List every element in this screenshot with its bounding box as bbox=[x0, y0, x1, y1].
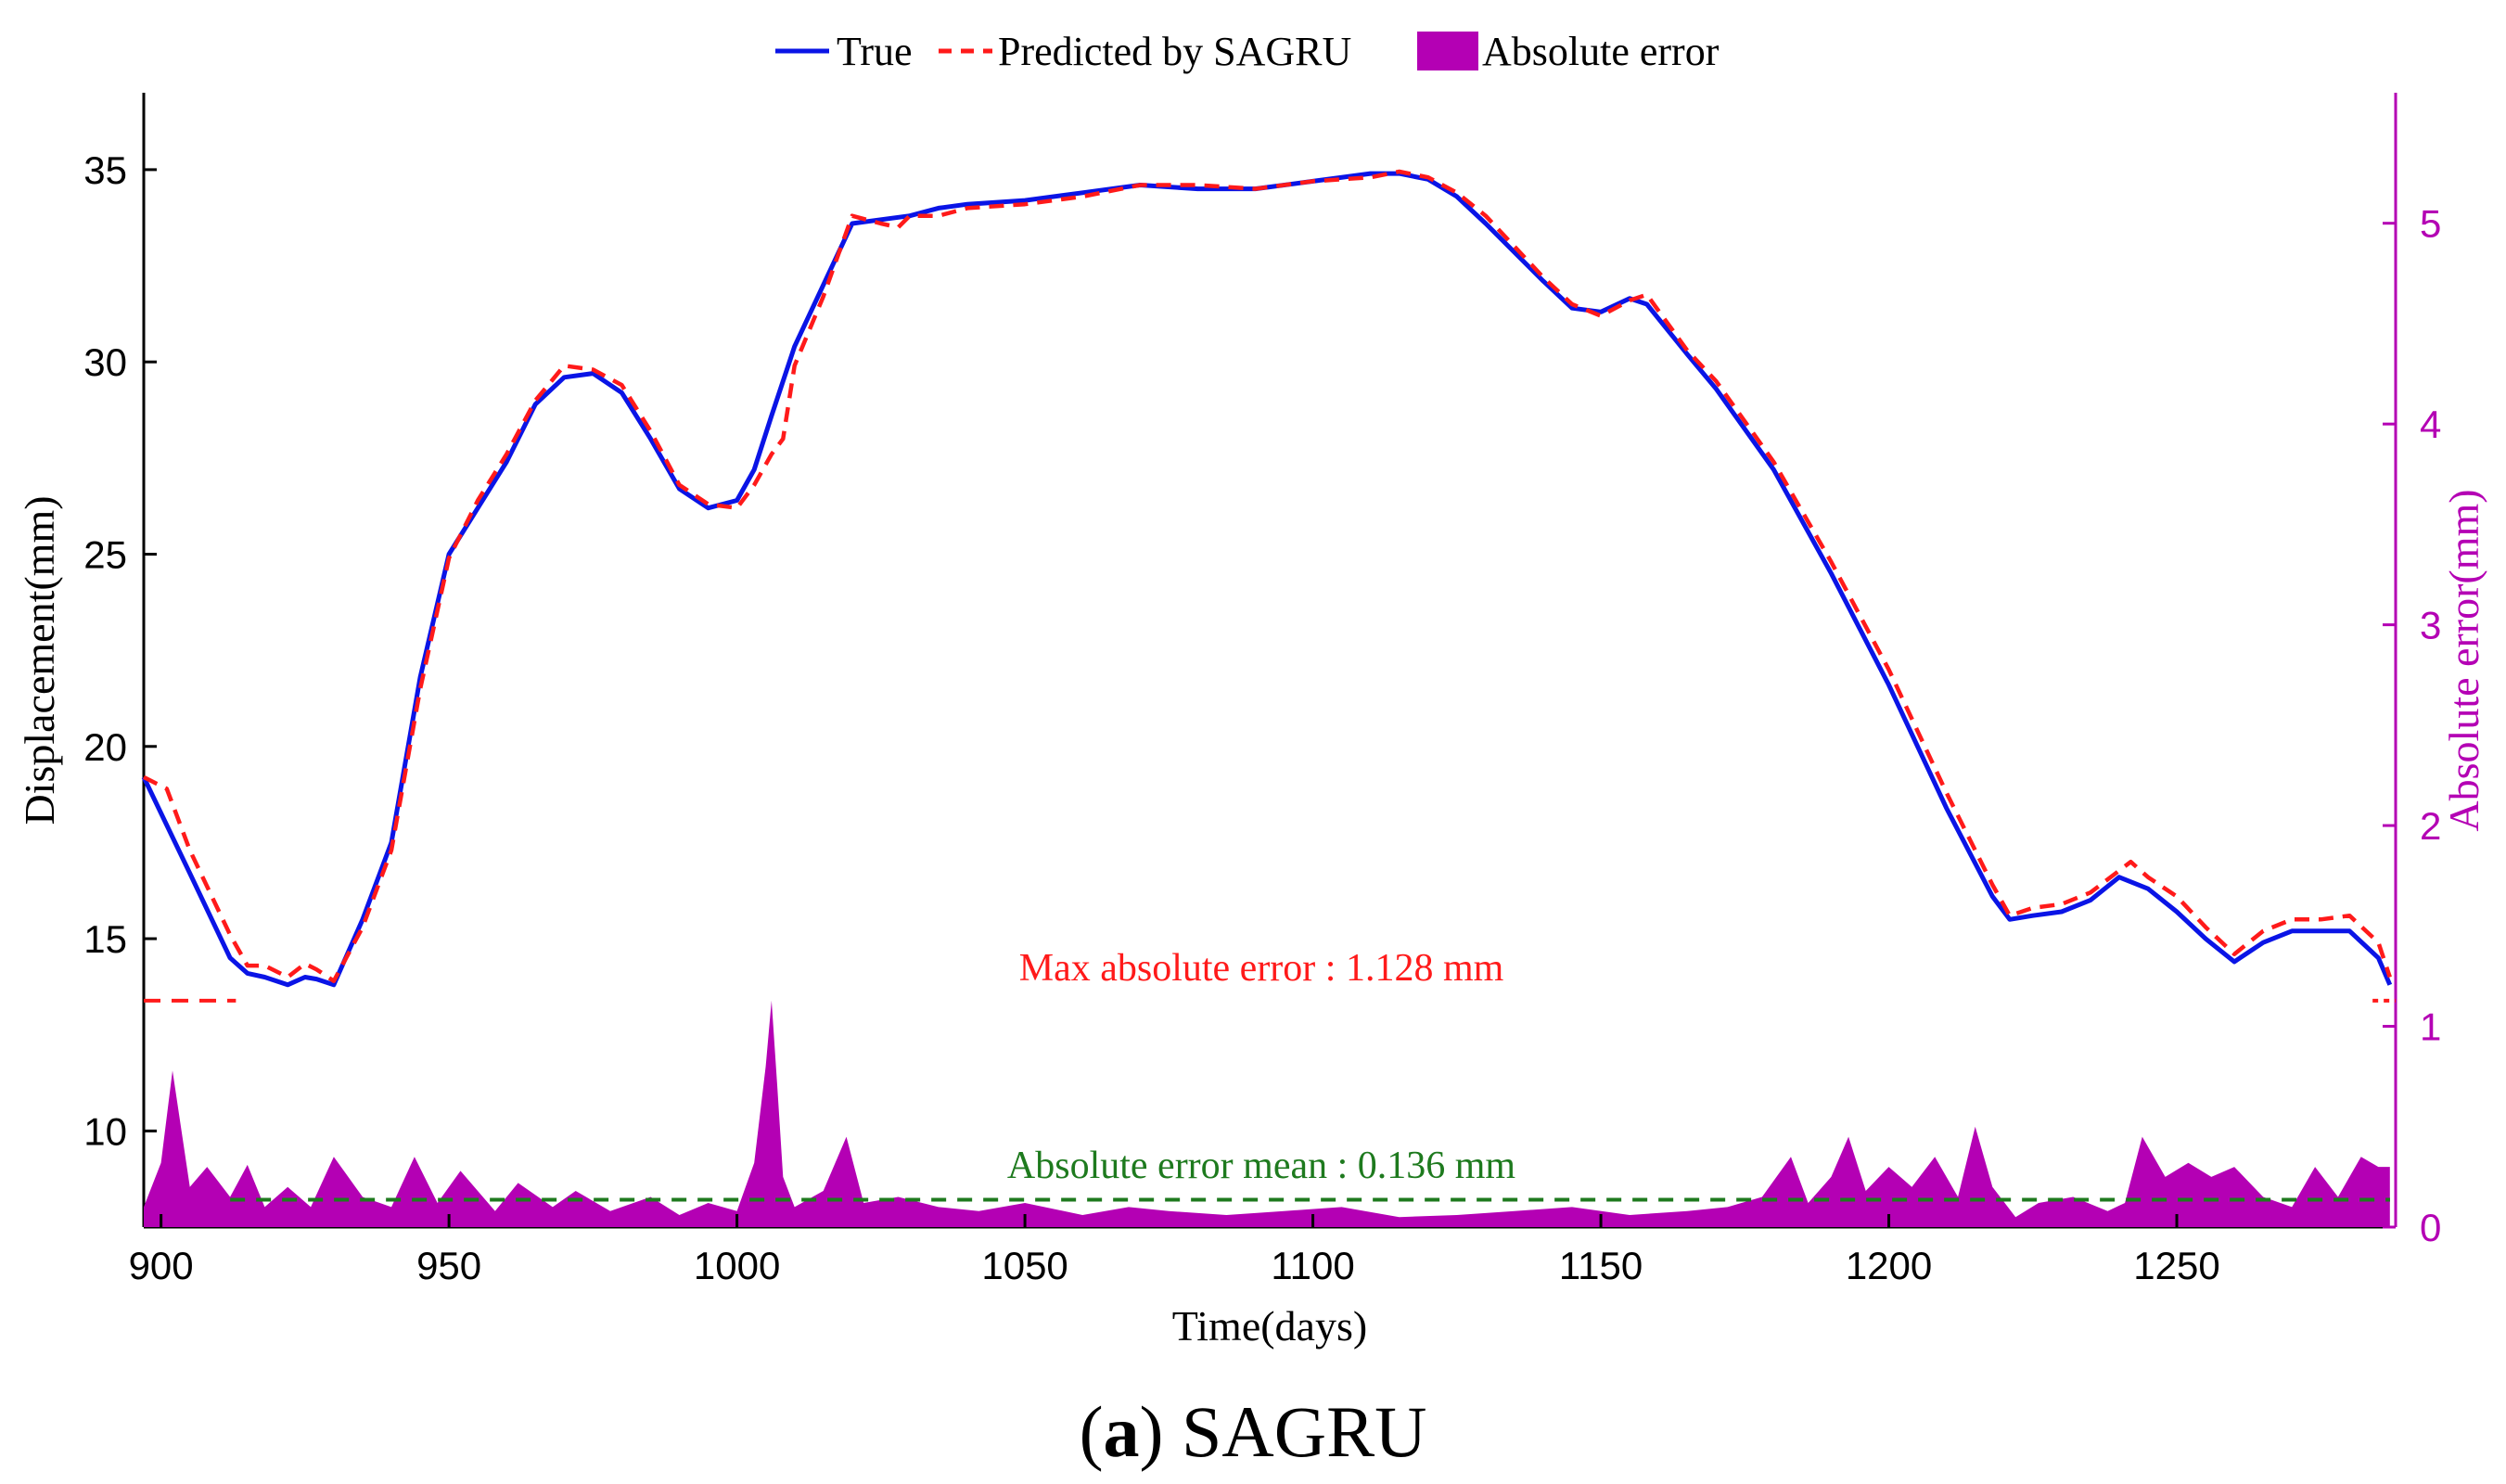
caption-letter: a bbox=[1104, 1391, 1140, 1472]
caption-paren-open: ( bbox=[1080, 1391, 1104, 1472]
y2-tick-label: 5 bbox=[2420, 202, 2441, 246]
caption-text: SAGRU bbox=[1182, 1391, 1426, 1472]
y-tick-label: 10 bbox=[83, 1109, 127, 1153]
x-tick-label: 1050 bbox=[981, 1244, 1068, 1287]
y-tick-label: 20 bbox=[83, 725, 127, 769]
legend-error-label: Absolute error bbox=[1482, 29, 1720, 74]
y2-tick-label: 0 bbox=[2420, 1206, 2441, 1249]
figure-caption: (a) SAGRU bbox=[1080, 1391, 1427, 1472]
mean-error-annotation: Absolute error mean : 0.136 mm bbox=[1007, 1145, 1516, 1187]
max-error-annotation: Max absolute error : 1.128 mm bbox=[1019, 947, 1504, 990]
x-tick-layer: 900 950 1000 1050 1100 1150 1200 1250 bbox=[129, 1214, 2220, 1287]
y-tick-label: 35 bbox=[83, 148, 127, 192]
legend-predicted-label: Predicted by SAGRU bbox=[998, 29, 1351, 74]
y2-tick-layer: 0 1 2 3 4 5 bbox=[2383, 202, 2441, 1249]
y2-tick-label: 4 bbox=[2420, 403, 2441, 446]
y2-tick-label: 2 bbox=[2420, 804, 2441, 848]
x-tick-label: 900 bbox=[129, 1244, 194, 1287]
true-series-line bbox=[141, 171, 2393, 988]
x-tick-label: 1100 bbox=[1271, 1244, 1354, 1287]
y-tick-label: 25 bbox=[83, 532, 127, 576]
predicted-series-line bbox=[142, 169, 2392, 983]
y-tick-layer: 10 15 20 25 30 35 bbox=[83, 148, 157, 1153]
x-tick-label: 1000 bbox=[694, 1244, 780, 1287]
x-axis-label: Time(days) bbox=[1172, 1302, 1367, 1350]
caption-paren-close: ) bbox=[1140, 1391, 1182, 1472]
y2-axis-label: Absolute error(mm) bbox=[2440, 489, 2487, 831]
series-layer bbox=[141, 169, 2393, 988]
y2-tick-label: 3 bbox=[2420, 604, 2441, 647]
axes bbox=[142, 93, 2397, 1229]
absolute-error-area bbox=[144, 1000, 2390, 1227]
x-tick-label: 1150 bbox=[1559, 1244, 1643, 1287]
y-axis-label: Displacement(mm) bbox=[16, 495, 63, 825]
y-tick-label: 30 bbox=[83, 340, 127, 384]
x-tick-label: 950 bbox=[416, 1244, 481, 1287]
y2-tick-label: 1 bbox=[2420, 1005, 2441, 1049]
error-area-layer bbox=[144, 1000, 2390, 1227]
x-tick-label: 1250 bbox=[2133, 1244, 2219, 1287]
legend: True Predicted by SAGRU Absolute error bbox=[775, 29, 1720, 74]
legend-true-label: True bbox=[837, 29, 913, 74]
y-tick-label: 15 bbox=[83, 917, 127, 961]
x-tick-label: 1200 bbox=[1846, 1244, 1932, 1287]
legend-error-swatch bbox=[1417, 32, 1478, 70]
